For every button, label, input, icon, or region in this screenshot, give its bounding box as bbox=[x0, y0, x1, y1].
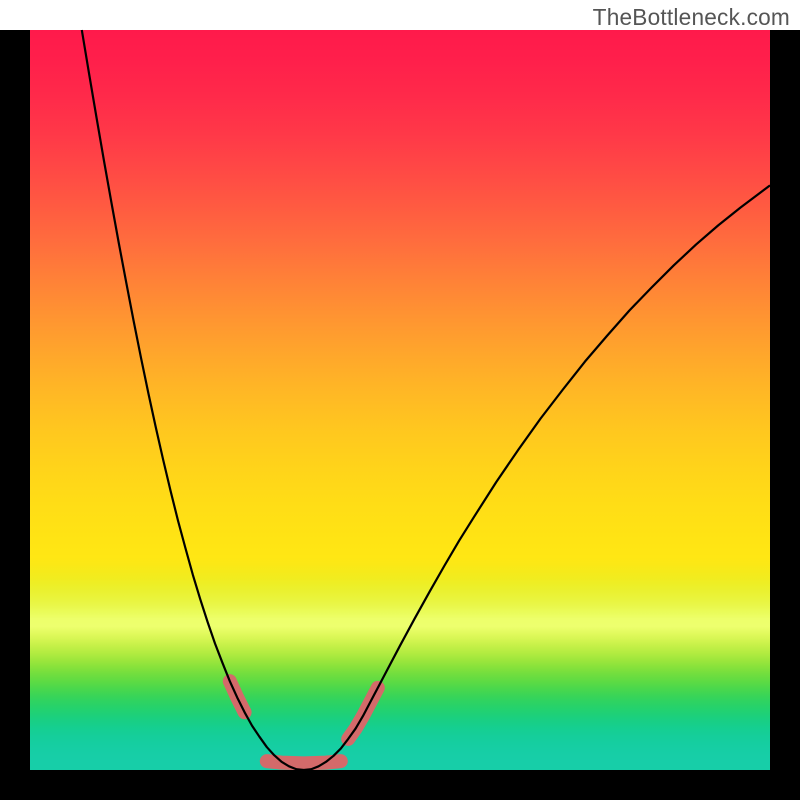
figure-root: { "figure": { "width_px": 800, "height_p… bbox=[0, 0, 800, 800]
plot-border-left bbox=[0, 30, 30, 800]
watermark-text: TheBottleneck.com bbox=[593, 4, 790, 31]
plot-border-right bbox=[770, 30, 800, 800]
gradient-background bbox=[0, 0, 800, 800]
plot-border-bottom bbox=[0, 770, 800, 800]
